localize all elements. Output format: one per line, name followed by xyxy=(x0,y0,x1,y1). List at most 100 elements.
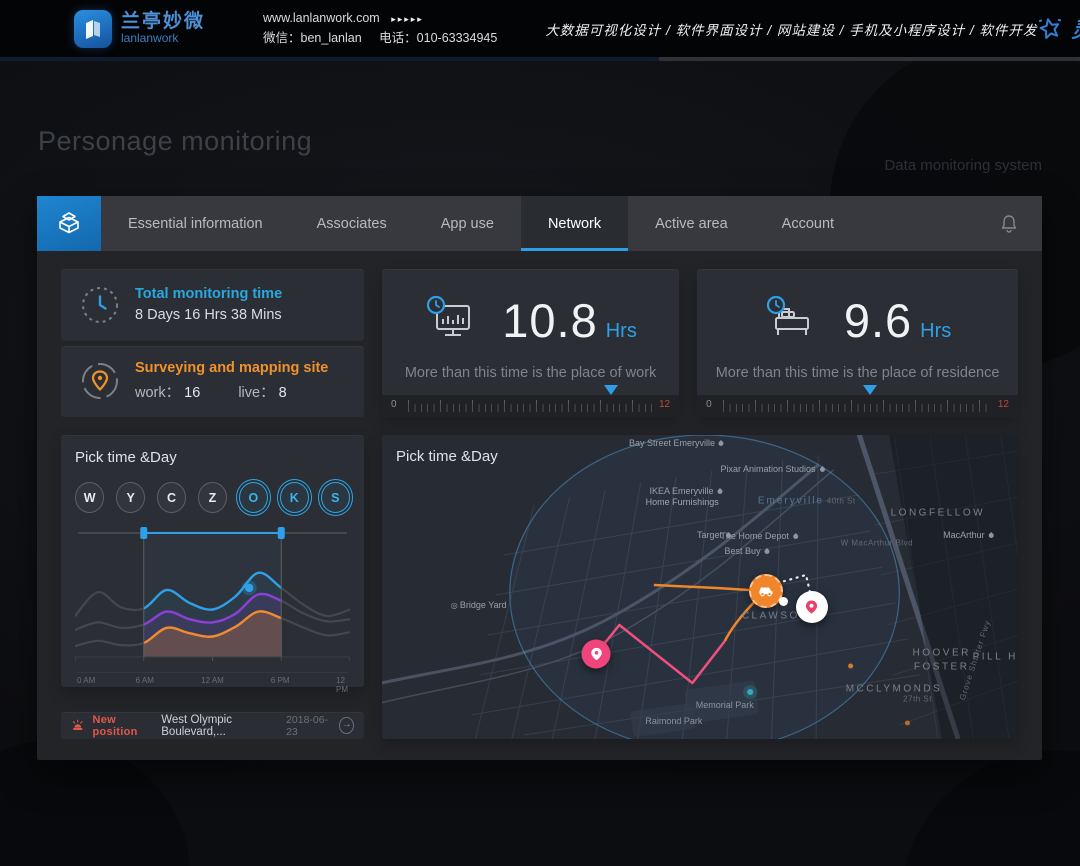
work-time-main: 10.8 Hrs xyxy=(382,269,679,365)
residence-time-card: 9.6 Hrs More than this time is the place … xyxy=(697,269,1018,417)
mapping-site-block: Surveying and mapping site work： 16 live… xyxy=(61,345,364,417)
park-area xyxy=(684,680,759,724)
chart-axis-label: 6 PM xyxy=(270,676,290,685)
chart-dot[interactable] xyxy=(244,583,254,593)
work-hours-unit: Hrs xyxy=(605,319,637,342)
day-button-s[interactable]: S xyxy=(320,482,350,513)
new-position-alert[interactable]: New position West Olympic Boulevard,... … xyxy=(61,712,364,739)
ruler-ticks xyxy=(723,404,992,412)
signal-dot xyxy=(848,663,854,669)
map-pin-icon xyxy=(82,363,118,400)
day-button-row: W Y C Z O K S xyxy=(75,482,350,513)
clock-icon xyxy=(82,286,118,323)
main-panel: Essential information Associates App use… xyxy=(37,196,1042,760)
scale-max-label: 12 xyxy=(658,399,671,410)
tab-spacer xyxy=(861,196,976,251)
notifications-button[interactable] xyxy=(976,196,1042,251)
scale-min-label: 0 xyxy=(391,399,397,410)
brand-name-en: lanlanwork xyxy=(121,31,179,46)
route-pink xyxy=(595,623,726,685)
location-map-card[interactable]: Bay Street Emeryville Pixar Animation Stu… xyxy=(382,435,1018,739)
chart-axis-label: 6 AM xyxy=(135,676,154,685)
website-url[interactable]: www.lanlanwork.com xyxy=(263,11,380,26)
day-button-z[interactable]: Z xyxy=(197,482,228,513)
wechat-id: 微信：ben_lanlan xyxy=(263,30,362,45)
tab-active-area[interactable]: Active area xyxy=(655,215,728,232)
alert-date: 2018-06-23 xyxy=(286,713,329,738)
work-label: work： xyxy=(135,385,181,402)
vehicle-marker[interactable] xyxy=(748,573,788,608)
work-value: 16 xyxy=(184,385,201,402)
brand-logo[interactable]: 兰亭妙微 lanlanwork xyxy=(74,9,205,48)
tab-network[interactable]: Network xyxy=(520,196,629,251)
work-slider-marker[interactable] xyxy=(603,385,618,395)
bell-icon xyxy=(1001,214,1017,233)
total-monitoring-block: Total monitoring time 8 Days 16 Hrs 38 M… xyxy=(61,269,364,341)
scale-min-label: 0 xyxy=(706,399,712,410)
pick-time-day-card: Pick time &Day W Y C Z O K S 0 AM 6 AM 12 … xyxy=(61,435,364,694)
range-handle[interactable] xyxy=(277,527,285,539)
inspiration-collect-button[interactable]: 灵感收集 xyxy=(1037,14,1080,44)
tab-account[interactable]: Account xyxy=(781,215,835,232)
brand-text: 兰亭妙微 lanlanwork xyxy=(121,12,205,45)
day-button-c[interactable]: C xyxy=(156,482,187,513)
alert-open-arrow-icon[interactable]: → xyxy=(339,717,355,734)
alert-address: West Olympic Boulevard,... xyxy=(161,713,232,738)
day-button-k[interactable]: K xyxy=(279,482,310,513)
monitor-clock-icon xyxy=(427,295,471,336)
day-button-y[interactable]: Y xyxy=(115,482,146,513)
work-time-value-group: 10.8 Hrs xyxy=(502,293,637,348)
residence-ruler[interactable]: 0 12 xyxy=(697,395,1018,417)
total-monitoring-value: 8 Days 16 Hrs 38 Mins xyxy=(135,307,282,324)
work-time-caption: More than this time is the place of work xyxy=(404,365,657,381)
freeway-road xyxy=(856,435,961,739)
summary-row: Total monitoring time 8 Days 16 Hrs 38 M… xyxy=(61,269,1018,417)
ruler-ticks xyxy=(408,404,654,412)
pin-icon xyxy=(591,647,602,660)
residence-time-main: 9.6 Hrs xyxy=(697,269,1018,365)
tab-associates[interactable]: Associates xyxy=(316,215,387,232)
mapping-site-title: Surveying and mapping site xyxy=(135,360,329,377)
decor-circle xyxy=(900,750,1080,866)
brand-name-cn: 兰亭妙微 xyxy=(121,11,206,33)
tab-bar: Essential information Associates App use… xyxy=(37,196,1042,251)
work-time-card: 10.8 Hrs More than this time is the place… xyxy=(382,269,680,417)
scale-max-label: 12 xyxy=(997,399,1009,410)
page-title: Personage monitoring xyxy=(38,126,313,156)
tab-essential-information[interactable]: Essential information xyxy=(128,215,263,232)
residence-slider-marker[interactable] xyxy=(863,385,878,395)
range-handle[interactable] xyxy=(140,527,148,539)
app-tile-button[interactable] xyxy=(37,196,101,251)
origin-pin[interactable] xyxy=(581,639,611,669)
day-button-o[interactable]: O xyxy=(238,482,269,513)
layers-icon xyxy=(59,211,79,233)
header-accent-line xyxy=(0,57,1080,61)
chart-axis-label: 12 AM xyxy=(201,676,224,685)
work-ruler[interactable]: 0 12 xyxy=(382,395,680,417)
book-icon xyxy=(86,19,100,39)
left-column: Pick time &Day W Y C Z O K S 0 AM 6 AM 12 … xyxy=(61,435,364,739)
signal-dot xyxy=(747,689,754,695)
car-icon xyxy=(759,587,772,597)
park-area xyxy=(630,703,696,737)
destination-pin[interactable] xyxy=(795,591,828,624)
tab-app-use[interactable]: App use xyxy=(440,215,494,232)
pin-icon xyxy=(806,600,818,614)
map-canvas xyxy=(382,435,1018,739)
residence-time-value-group: 9.6 Hrs xyxy=(844,293,951,348)
day-button-w[interactable]: W xyxy=(75,482,105,513)
highway-road xyxy=(382,469,834,704)
bed-clock-icon xyxy=(766,295,809,335)
summary-card: Total monitoring time 8 Days 16 Hrs 38 M… xyxy=(61,269,364,417)
phone-number: 电话：010-63334945 xyxy=(379,30,498,45)
mapping-site-text: Surveying and mapping site work： 16 live… xyxy=(135,360,328,402)
chart-axis-label: 12 PM xyxy=(336,676,348,694)
contact-block: www.lanlanwork.com ▸▸▸▸▸ 微信：ben_lanlan 电… xyxy=(263,9,511,48)
logo-icon xyxy=(74,9,112,48)
contact-row: 微信：ben_lanlan 电话：010-63334945 xyxy=(263,29,511,48)
mapping-site-values: work： 16 live： 8 xyxy=(135,381,328,402)
page-subtitle: Data monitoring system xyxy=(884,157,1042,174)
detail-row: Pick time &Day W Y C Z O K S 0 AM 6 AM 12 … xyxy=(61,435,1018,739)
live-value: 8 xyxy=(278,385,287,402)
time-range-chart[interactable] xyxy=(75,523,350,671)
